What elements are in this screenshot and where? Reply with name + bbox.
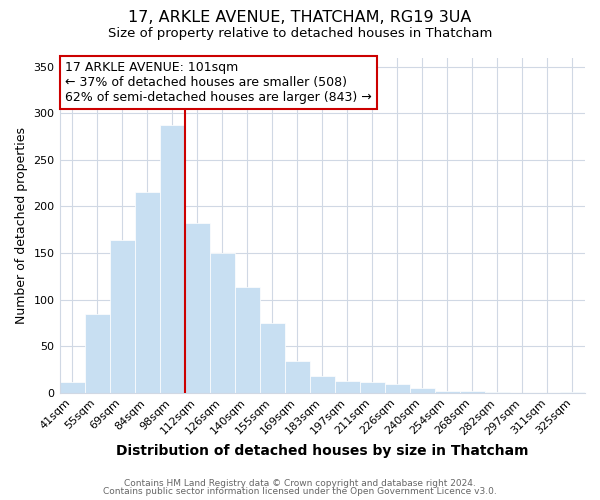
Bar [85, 314, 110, 392]
X-axis label: Distribution of detached houses by size in Thatcham: Distribution of detached houses by size … [116, 444, 529, 458]
Text: Contains HM Land Registry data © Crown copyright and database right 2024.: Contains HM Land Registry data © Crown c… [124, 478, 476, 488]
Bar [435, 391, 460, 392]
Bar [235, 286, 260, 393]
Bar [59, 382, 85, 392]
Text: 17, ARKLE AVENUE, THATCHAM, RG19 3UA: 17, ARKLE AVENUE, THATCHAM, RG19 3UA [128, 10, 472, 25]
Text: 17 ARKLE AVENUE: 101sqm
← 37% of detached houses are smaller (508)
62% of semi-d: 17 ARKLE AVENUE: 101sqm ← 37% of detache… [65, 61, 371, 104]
Bar [460, 391, 485, 392]
Text: Size of property relative to detached houses in Thatcham: Size of property relative to detached ho… [108, 28, 492, 40]
Bar [134, 192, 160, 392]
Bar [110, 240, 134, 392]
Bar [209, 253, 235, 392]
Bar [335, 380, 360, 392]
Text: Contains public sector information licensed under the Open Government Licence v3: Contains public sector information licen… [103, 487, 497, 496]
Bar [410, 388, 435, 392]
Bar [310, 376, 335, 392]
Bar [260, 323, 285, 392]
Bar [160, 124, 185, 392]
Bar [285, 361, 310, 392]
Bar [185, 223, 209, 392]
Bar [385, 384, 410, 392]
Y-axis label: Number of detached properties: Number of detached properties [15, 126, 28, 324]
Bar [360, 382, 385, 392]
